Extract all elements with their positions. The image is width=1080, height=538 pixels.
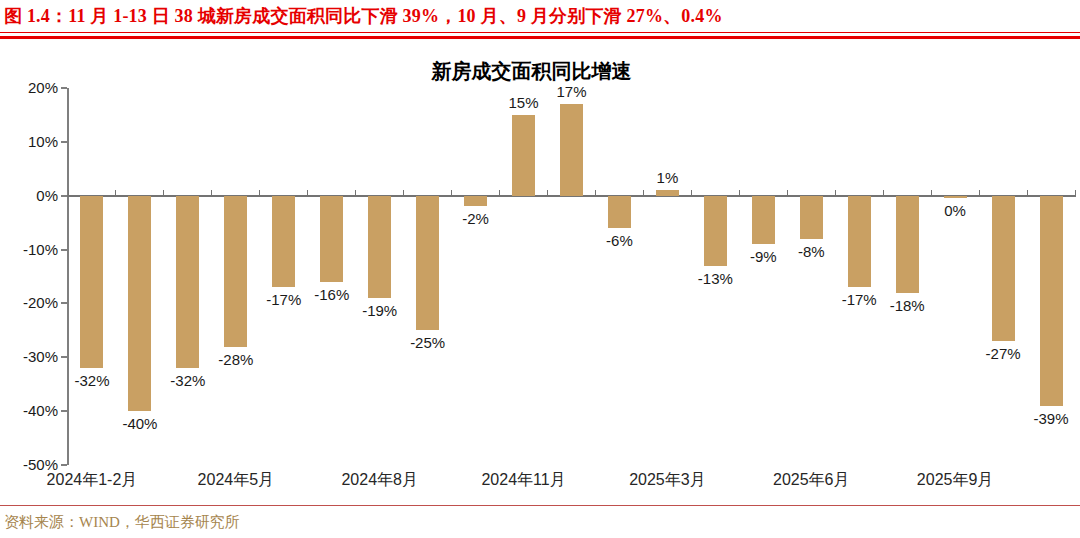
y-tick-label: 0%	[0, 187, 58, 205]
x-axis-tick	[259, 190, 260, 195]
x-tick-label: 2024年8月	[315, 470, 445, 489]
bar-value-label: -16%	[300, 286, 364, 303]
bar	[80, 196, 103, 368]
x-axis-tick	[691, 190, 692, 195]
bar	[224, 196, 247, 347]
bar	[944, 196, 967, 198]
bar	[368, 196, 391, 298]
x-axis-tick	[163, 190, 164, 195]
y-tick-label: -40%	[0, 402, 58, 420]
bar	[608, 196, 631, 228]
bar-value-label: -39%	[1019, 410, 1080, 427]
x-tick-label: 2024年1-2月	[27, 470, 157, 489]
caption-rule-thin	[0, 32, 1080, 33]
x-axis-tick	[211, 190, 212, 195]
source-note: 资料来源：WIND，华西证券研究所	[4, 512, 1064, 532]
bar	[704, 196, 727, 266]
x-axis-tick	[403, 190, 404, 195]
y-axis-line	[67, 88, 69, 465]
bar	[848, 196, 871, 288]
y-axis-tick	[61, 464, 67, 466]
bar	[752, 196, 775, 244]
bar-value-label: -8%	[779, 243, 843, 260]
bar-value-label: -32%	[156, 372, 220, 389]
bar	[320, 196, 343, 282]
bar	[800, 196, 823, 239]
x-axis-tick	[547, 190, 548, 195]
bar-value-label: 0%	[923, 202, 987, 219]
bar-value-label: 1%	[635, 169, 699, 186]
bar	[128, 196, 151, 411]
x-axis-tick	[787, 190, 788, 195]
bar-value-label: -25%	[396, 334, 460, 351]
bar	[416, 196, 439, 331]
y-tick-label: -30%	[0, 348, 58, 366]
x-axis-tick	[595, 190, 596, 195]
bar-value-label: -32%	[60, 372, 124, 389]
y-tick-label: -20%	[0, 294, 58, 312]
bar	[1040, 196, 1063, 406]
x-axis-tick	[115, 190, 116, 195]
bar	[896, 196, 919, 293]
bar	[512, 115, 535, 196]
x-axis-tick	[1075, 190, 1076, 195]
x-axis-tick	[307, 190, 308, 195]
bar-value-label: -13%	[683, 270, 747, 287]
bar-value-label: 17%	[540, 83, 604, 100]
y-axis-tick	[61, 302, 67, 304]
x-axis-tick	[979, 190, 980, 195]
x-axis-tick	[739, 190, 740, 195]
y-axis-tick	[61, 87, 67, 89]
x-axis-tick	[1027, 190, 1028, 195]
y-axis-tick	[61, 141, 67, 143]
bar	[272, 196, 295, 288]
bar-value-label: -18%	[875, 297, 939, 314]
x-axis-tick	[835, 190, 836, 195]
y-axis-tick	[61, 249, 67, 251]
bar	[560, 104, 583, 196]
x-axis-tick	[499, 190, 500, 195]
footer-rule	[0, 505, 1080, 506]
x-tick-label: 2024年11月	[459, 470, 589, 489]
y-tick-label: 20%	[0, 79, 58, 97]
x-tick-label: 2025年6月	[746, 470, 876, 489]
report-figure-page: 图 1.4：11 月 1-13 日 38 城新房成交面积同比下滑 39%，10 …	[0, 0, 1080, 538]
x-tick-label: 2025年3月	[602, 470, 732, 489]
x-tick-label: 2025年9月	[890, 470, 1020, 489]
x-tick-label: 2024年5月	[171, 470, 301, 489]
x-axis-tick	[883, 190, 884, 195]
bar-value-label: -40%	[108, 415, 172, 432]
y-axis-tick	[61, 195, 67, 197]
bar-value-label: -6%	[587, 232, 651, 249]
bar	[176, 196, 199, 368]
chart-title: 新房成交面积同比增速	[28, 58, 1035, 85]
x-axis-tick	[931, 190, 932, 195]
y-axis-tick	[61, 356, 67, 358]
bar	[656, 190, 679, 195]
y-tick-label: 10%	[0, 133, 58, 151]
x-axis-tick	[643, 190, 644, 195]
x-axis-tick	[451, 190, 452, 195]
bar-value-label: -28%	[204, 351, 268, 368]
x-axis-tick	[355, 190, 356, 195]
y-tick-label: -10%	[0, 241, 58, 259]
bar-value-label: -27%	[971, 345, 1035, 362]
bar	[992, 196, 1015, 341]
bar-value-label: -19%	[348, 302, 412, 319]
bar-value-label: -2%	[444, 210, 508, 227]
x-axis-tick	[68, 190, 69, 195]
caption-rule-thick	[0, 36, 1080, 39]
y-axis-tick	[61, 410, 67, 412]
figure-caption: 图 1.4：11 月 1-13 日 38 城新房成交面积同比下滑 39%，10 …	[4, 4, 1064, 28]
bar	[464, 196, 487, 207]
